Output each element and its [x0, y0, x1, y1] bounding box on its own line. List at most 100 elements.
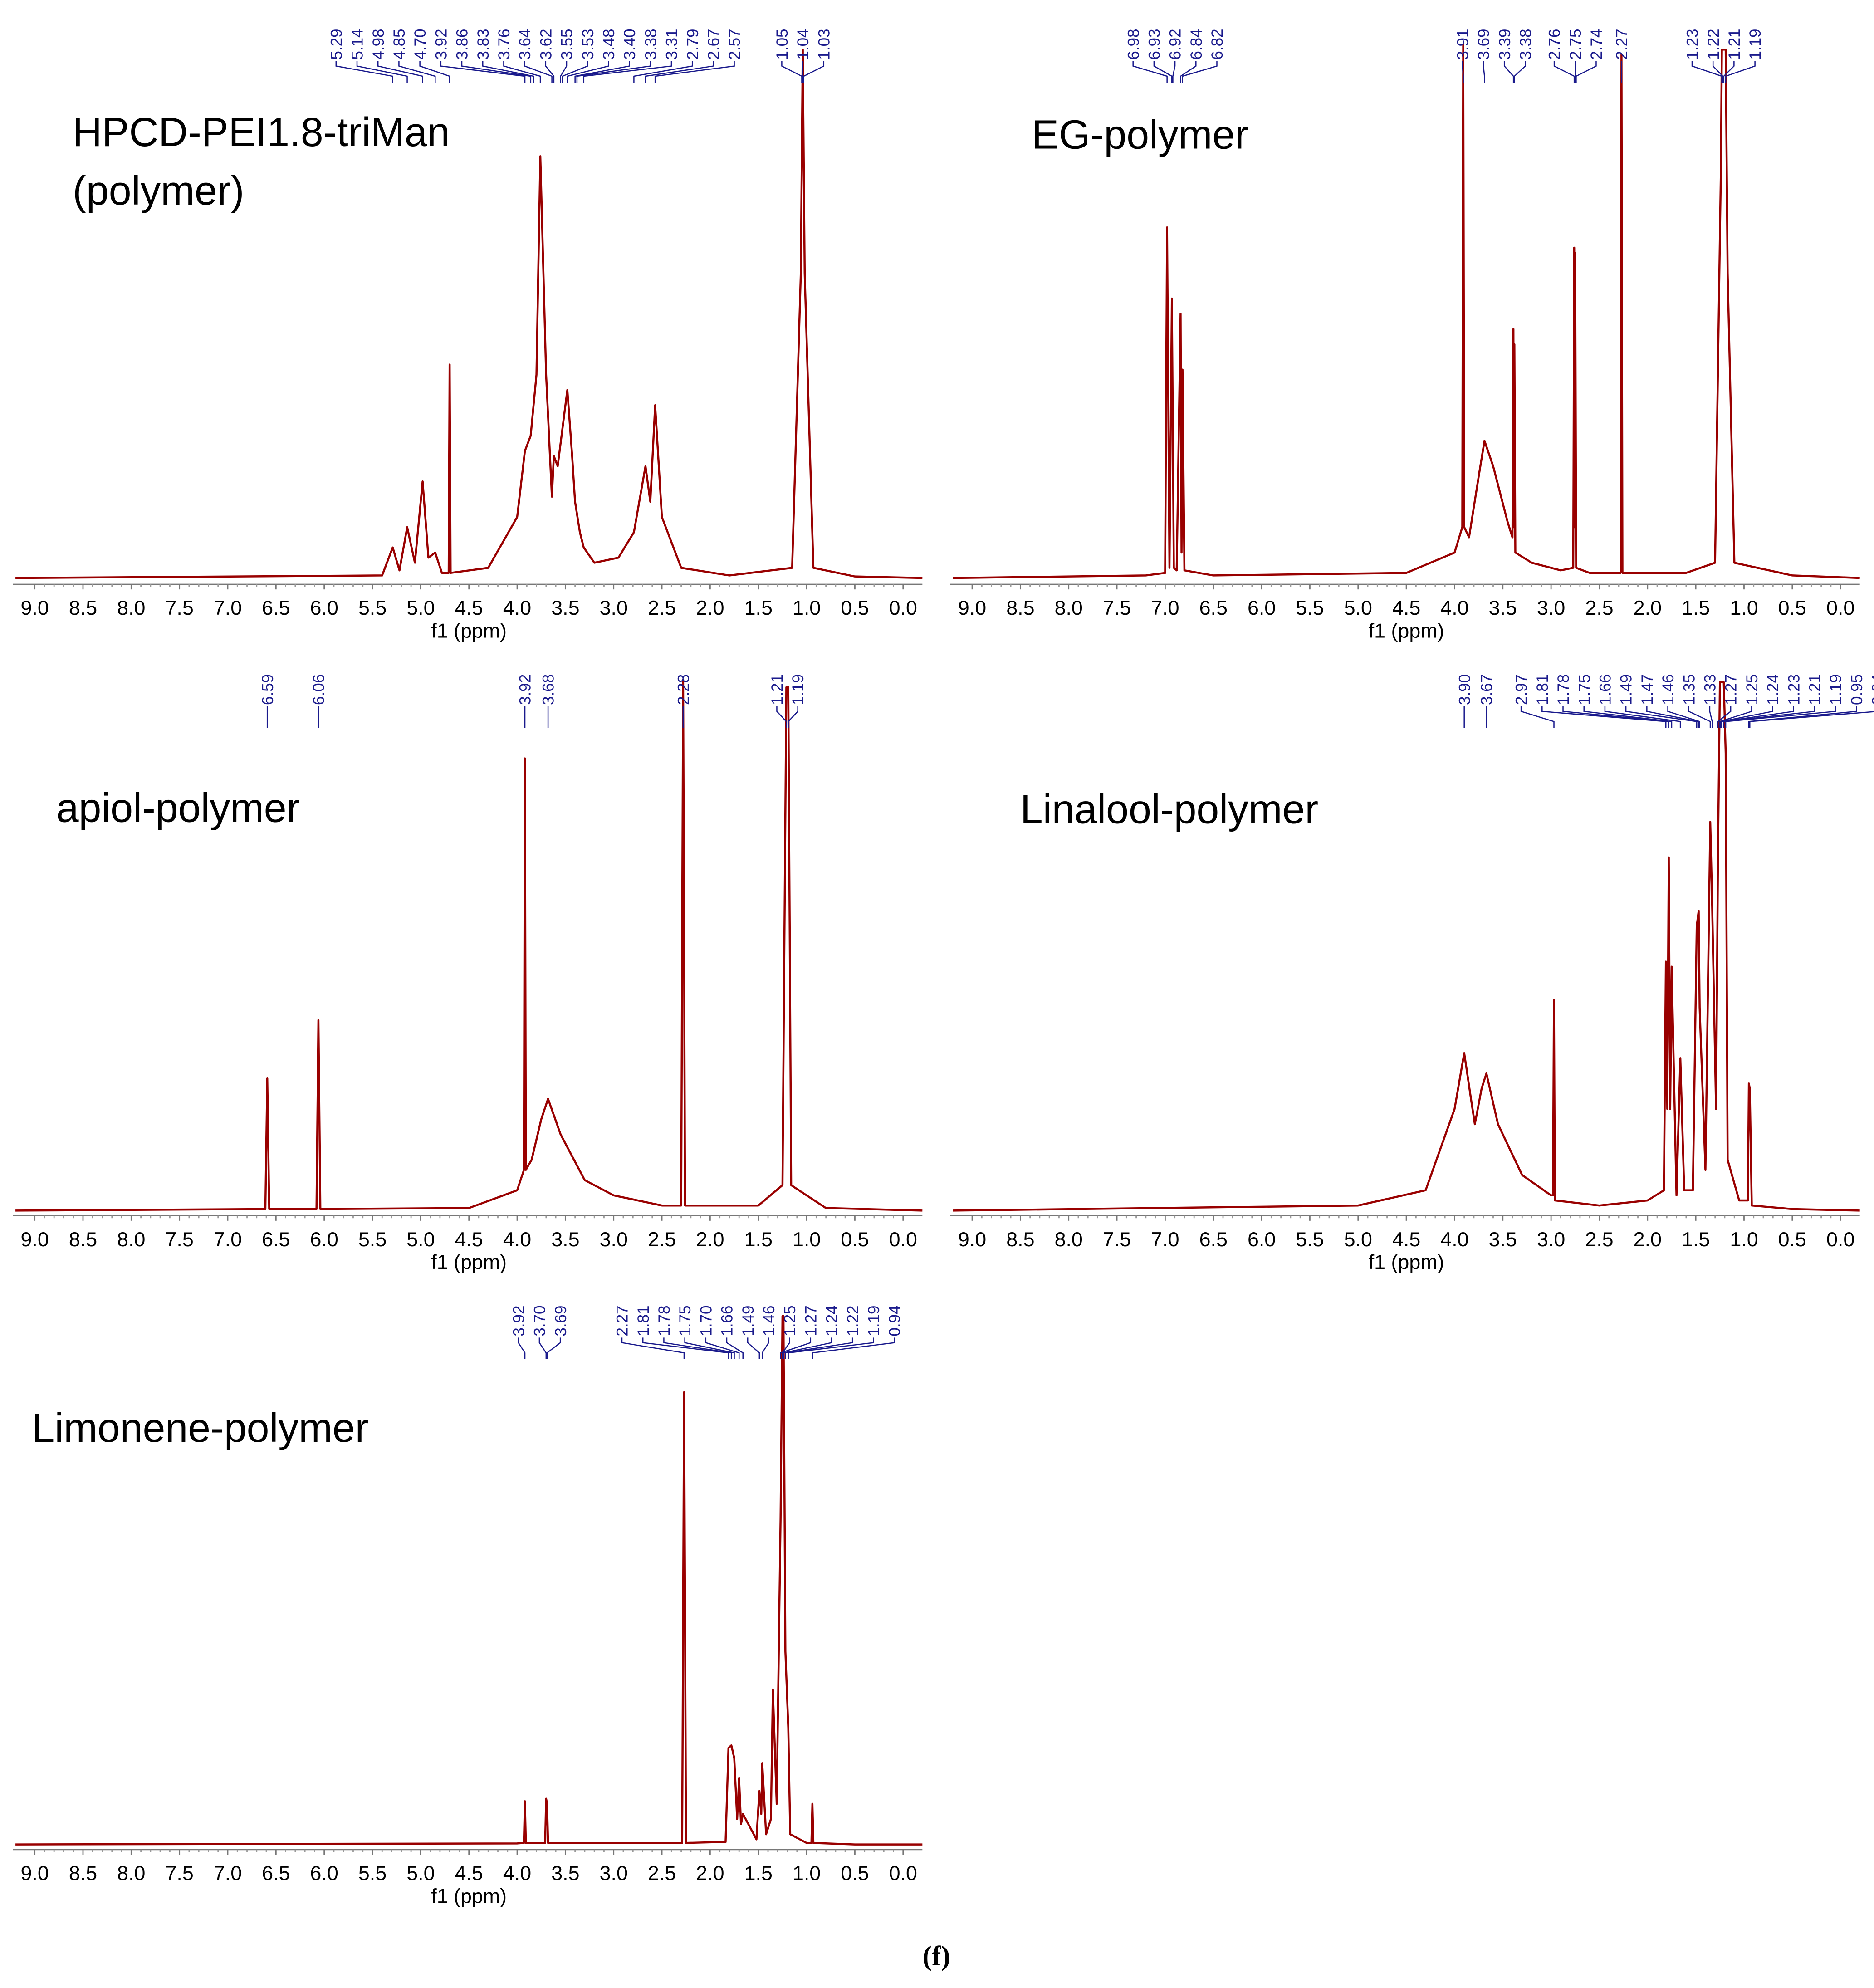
peak-label: 1.27: [1722, 674, 1740, 705]
x-tick-label: 8.5: [1006, 597, 1034, 619]
peak-label: 1.46: [760, 1305, 778, 1336]
peak-label: 5.14: [349, 29, 367, 59]
x-tick-label: 3.0: [1537, 1228, 1565, 1251]
peak-connector: [562, 61, 588, 83]
peak-connector: [1712, 61, 1723, 83]
x-axis-label: f1 (ppm): [431, 1251, 507, 1273]
peak-label: 2.74: [1588, 29, 1605, 59]
spectrum-line: [953, 681, 1860, 1212]
x-tick-label: 8.0: [117, 1862, 145, 1885]
x-tick-label: 3.0: [600, 1862, 628, 1885]
peak-label: 3.55: [558, 29, 576, 59]
peak-connector: [1691, 61, 1722, 83]
peak-label: 3.64: [516, 29, 534, 59]
x-tick-label: 8.0: [1055, 1228, 1083, 1251]
peak-label: 6.98: [1125, 29, 1142, 59]
peak-label: 2.67: [705, 29, 723, 59]
x-tick-label: 5.0: [406, 597, 435, 619]
x-tick-label: 9.0: [20, 597, 49, 619]
peak-connector: [335, 61, 393, 83]
peak-label: 1.24: [823, 1305, 841, 1336]
x-tick-label: 1.0: [793, 1228, 821, 1251]
peak-label: 3.53: [579, 29, 597, 59]
peak-label: 1.19: [1827, 674, 1845, 705]
peak-label: 3.92: [432, 29, 450, 59]
x-tick-label: 1.5: [744, 597, 773, 619]
peak-label: 3.68: [540, 674, 558, 705]
x-tick-label: 7.0: [214, 1228, 242, 1251]
x-tick-label: 5.5: [358, 1862, 387, 1885]
x-tick-label: 3.5: [1489, 597, 1517, 619]
peak-label: 0.94: [886, 1305, 904, 1336]
peak-connector: [576, 61, 651, 83]
x-tick-label: 7.0: [214, 1862, 242, 1885]
peak-connector: [524, 61, 553, 83]
peak-connector: [1132, 61, 1168, 83]
x-tick-label: 5.5: [1296, 597, 1324, 619]
x-tick-label: 2.5: [648, 1228, 676, 1251]
peak-connector: [419, 61, 450, 83]
peak-label: 6.06: [310, 674, 328, 705]
x-tick-label: 2.0: [696, 1862, 724, 1885]
x-tick-label: 6.5: [262, 1228, 290, 1251]
x-tick-label: 4.5: [1392, 1228, 1420, 1251]
peak-connector: [788, 1337, 874, 1359]
peak-label: 5.29: [328, 29, 345, 59]
peak-connector: [654, 61, 735, 83]
panel-title: EG-polymer: [1032, 112, 1248, 157]
peak-connector: [1723, 706, 1815, 728]
peak-connector: [785, 1337, 853, 1359]
x-tick-label: 6.0: [310, 1862, 338, 1885]
peak-label: 1.81: [1534, 674, 1551, 705]
peak-connector: [1723, 61, 1735, 83]
peak-label: 1.19: [1747, 29, 1764, 59]
peak-label: 1.03: [815, 29, 833, 59]
x-tick-label: 6.0: [1248, 597, 1276, 619]
peak-connector: [1182, 61, 1218, 83]
x-tick-label: 2.5: [1585, 1228, 1613, 1251]
peak-connector: [782, 1337, 790, 1359]
peak-label: 6.82: [1209, 29, 1226, 59]
x-tick-label: 2.0: [696, 1228, 724, 1251]
x-tick-label: 7.5: [1103, 597, 1131, 619]
peak-label: 3.83: [475, 29, 492, 59]
peak-connector: [1153, 61, 1173, 83]
peak-label: 3.31: [663, 29, 681, 59]
x-tick-label: 0.0: [1826, 597, 1854, 619]
x-tick-label: 2.5: [648, 597, 676, 619]
peak-connector: [812, 1337, 895, 1359]
peak-connector: [684, 1337, 735, 1359]
x-tick-label: 6.0: [1248, 1228, 1276, 1251]
x-tick-label: 3.5: [1489, 1228, 1517, 1251]
peak-label: 1.49: [1618, 674, 1635, 705]
x-tick-label: 4.0: [503, 597, 531, 619]
x-tick-label: 8.5: [69, 1228, 97, 1251]
peak-connector: [503, 61, 541, 83]
peak-label: 1.78: [656, 1305, 673, 1336]
peak-connector: [583, 61, 672, 83]
peak-connector: [1667, 706, 1700, 728]
peak-connector: [1688, 706, 1711, 728]
peak-connector: [705, 1337, 740, 1359]
peak-connector: [356, 61, 408, 83]
peak-label: 1.21: [1726, 29, 1743, 59]
x-tick-label: 0.5: [841, 1228, 869, 1251]
x-tick-label: 5.0: [1344, 1228, 1372, 1251]
peak-connector: [1553, 61, 1575, 83]
peak-label: 1.23: [1785, 674, 1803, 705]
peak-connector: [781, 61, 802, 83]
peak-label: 3.91: [1454, 29, 1472, 59]
peak-label: 0.94: [1869, 674, 1874, 705]
panel-title: apiol-polymer: [56, 785, 300, 831]
x-axis-label: f1 (ppm): [431, 620, 507, 642]
peak-label: 1.75: [1576, 674, 1593, 705]
x-tick-label: 0.0: [889, 1228, 917, 1251]
peak-connector: [1646, 706, 1699, 728]
x-tick-label: 7.0: [1151, 597, 1179, 619]
peak-label: 6.59: [259, 674, 277, 705]
peak-connector: [803, 61, 825, 83]
x-tick-label: 9.0: [20, 1228, 49, 1251]
peak-label: 1.49: [739, 1305, 757, 1336]
peak-label: 1.70: [697, 1305, 715, 1336]
x-tick-label: 0.0: [889, 1862, 917, 1885]
